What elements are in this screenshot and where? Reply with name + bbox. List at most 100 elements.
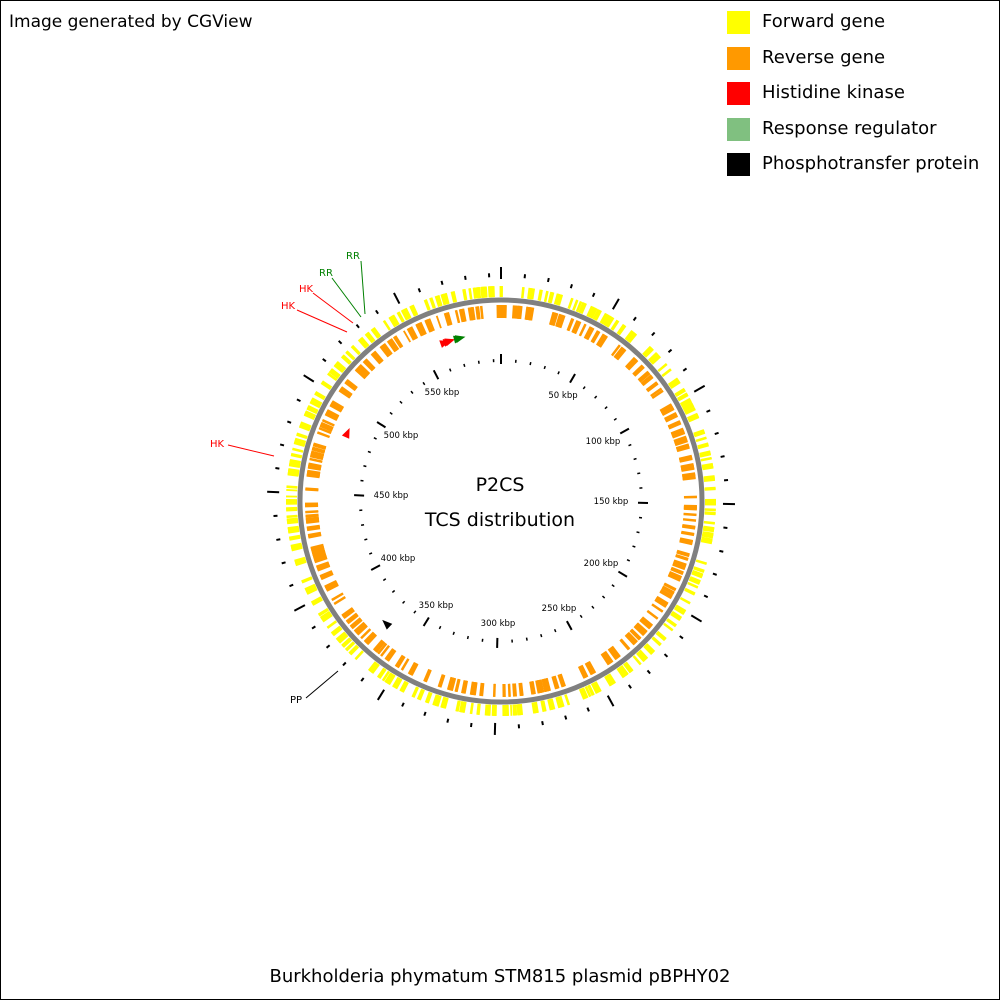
reverse-gene bbox=[667, 574, 681, 582]
reverse-gene bbox=[305, 510, 319, 513]
forward-gene bbox=[476, 703, 480, 715]
forward-gene bbox=[587, 685, 594, 696]
kbp-label: 300 kbp bbox=[481, 619, 516, 629]
ruler-major-tick bbox=[376, 421, 387, 429]
reverse-gene bbox=[372, 639, 383, 651]
reverse-gene bbox=[308, 462, 322, 467]
forward-gene bbox=[544, 290, 549, 303]
ruler-minor-tick bbox=[466, 635, 470, 640]
ruler-minor-tick bbox=[449, 368, 452, 372]
forward-gene bbox=[618, 325, 627, 336]
reverse-gene bbox=[435, 315, 442, 329]
forward-gene bbox=[411, 686, 418, 698]
forward-gene bbox=[484, 704, 488, 716]
forward-gene bbox=[286, 517, 298, 521]
reverse-gene bbox=[356, 367, 367, 378]
forward-gene bbox=[701, 534, 714, 539]
forward-gene bbox=[405, 307, 412, 319]
ruler-minor-tick bbox=[410, 390, 414, 394]
reverse-gene bbox=[646, 610, 659, 620]
reverse-gene bbox=[541, 679, 547, 693]
outer-minor-tick bbox=[682, 367, 688, 372]
reverse-gene bbox=[427, 318, 434, 332]
forward-gene bbox=[663, 623, 674, 632]
ruler-minor-tick bbox=[438, 625, 442, 630]
outer-major-tick bbox=[611, 298, 620, 310]
reverse-gene bbox=[331, 400, 345, 409]
reverse-gene bbox=[584, 662, 593, 676]
outer-minor-tick bbox=[289, 583, 294, 588]
forward-gene bbox=[694, 432, 706, 438]
forward-gene bbox=[540, 700, 545, 712]
forward-gene bbox=[311, 397, 323, 405]
forward-gene bbox=[643, 645, 653, 655]
reverse-gene bbox=[407, 661, 416, 675]
forward-gene bbox=[578, 688, 585, 700]
outer-major-tick bbox=[293, 604, 306, 612]
outer-minor-tick bbox=[440, 280, 444, 286]
forward-gene bbox=[590, 683, 598, 694]
kbp-label: 50 kbp bbox=[548, 391, 577, 401]
forward-gene bbox=[432, 694, 438, 706]
reverse-gene bbox=[306, 524, 320, 529]
legend-label: Histidine kinase bbox=[762, 82, 905, 103]
callout-label-rr: RR bbox=[346, 251, 360, 262]
forward-gene bbox=[685, 408, 696, 415]
ruler-minor-tick bbox=[540, 633, 543, 638]
reverse-gene bbox=[651, 390, 664, 400]
ruler-minor-tick bbox=[636, 531, 640, 534]
reverse-gene bbox=[333, 596, 346, 605]
reverse-gene bbox=[681, 532, 695, 537]
forward-gene bbox=[288, 534, 301, 539]
kbp-label: 350 kbp bbox=[419, 601, 454, 611]
forward-gene bbox=[351, 344, 361, 355]
forward-gene bbox=[463, 288, 468, 301]
forward-gene bbox=[564, 694, 570, 706]
reverse-gene bbox=[394, 654, 404, 667]
reverse-gene bbox=[324, 579, 337, 588]
forward-gene bbox=[360, 336, 370, 347]
reverse-gene bbox=[683, 508, 697, 511]
forward-gene bbox=[576, 301, 583, 313]
ruler-minor-tick bbox=[367, 450, 371, 454]
forward-gene bbox=[335, 631, 346, 640]
reverse-gene bbox=[410, 326, 419, 339]
map-caption: Burkholderia phymatum STM815 plasmid pBP… bbox=[269, 966, 731, 987]
reverse-gene bbox=[383, 343, 393, 355]
reverse-gene bbox=[365, 358, 376, 370]
reverse-gene bbox=[619, 639, 630, 651]
forward-gene bbox=[703, 527, 715, 531]
reverse-gene bbox=[423, 668, 430, 682]
forward-gene bbox=[296, 432, 308, 438]
callout-label-hk: HK bbox=[210, 439, 225, 450]
forward-gene bbox=[661, 368, 672, 378]
ruler-minor-tick bbox=[402, 600, 406, 604]
reverse-gene bbox=[574, 321, 582, 335]
forward-gene bbox=[336, 361, 347, 370]
reverse-gene bbox=[675, 440, 688, 447]
reverse-gene bbox=[345, 612, 358, 623]
forward-gene bbox=[636, 652, 645, 663]
forward-gene bbox=[704, 488, 716, 491]
forward-gene bbox=[286, 485, 298, 488]
forward-gene bbox=[392, 314, 400, 325]
forward-gene bbox=[695, 437, 707, 443]
ruler-minor-tick bbox=[604, 406, 608, 410]
ruler-minor-tick bbox=[582, 386, 586, 390]
outer-minor-tick bbox=[651, 331, 656, 337]
reverse-gene bbox=[535, 680, 540, 694]
reverse-gene bbox=[311, 450, 325, 456]
forward-gene bbox=[702, 528, 714, 533]
reverse-gene bbox=[437, 674, 444, 688]
ruler-minor-tick bbox=[360, 523, 365, 526]
reverse-gene bbox=[359, 364, 371, 375]
reverse-gene bbox=[665, 415, 679, 423]
ruler-minor-tick bbox=[594, 395, 598, 399]
forward-gene bbox=[425, 299, 431, 311]
forward-gene bbox=[700, 540, 712, 545]
tcs-marker bbox=[454, 335, 466, 344]
reverse-gene bbox=[390, 338, 400, 350]
callout-leader-line bbox=[312, 292, 354, 324]
outer-major-tick bbox=[690, 614, 703, 623]
ruler-major-tick bbox=[619, 427, 630, 435]
